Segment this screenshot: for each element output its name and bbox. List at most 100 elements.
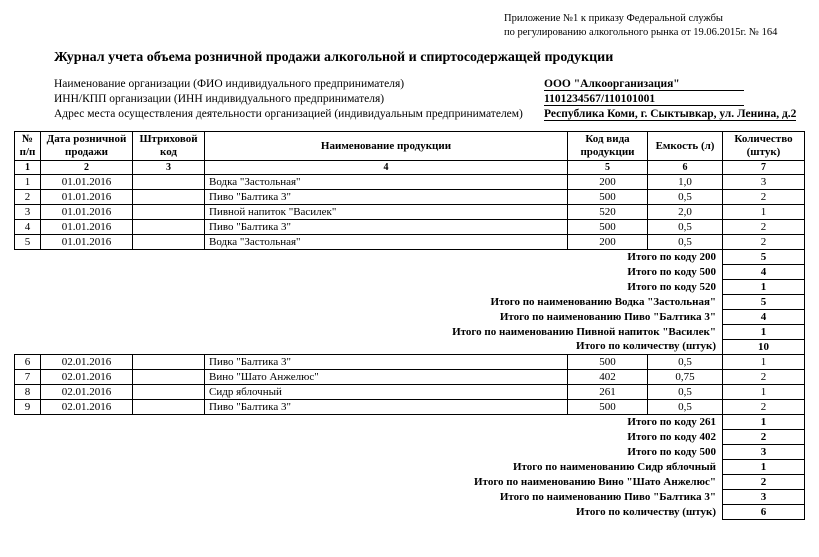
cell-name: Сидр яблочный	[205, 384, 568, 399]
cell-capacity: 0,5	[648, 384, 723, 399]
subtotal-row: Итого по коду 4022	[15, 429, 805, 444]
subtotal-row: Итого по коду 2611	[15, 414, 805, 429]
subtotal-value: 1	[723, 324, 805, 339]
cell-capacity: 0,5	[648, 219, 723, 234]
cell-barcode	[133, 189, 205, 204]
cell-barcode	[133, 174, 205, 189]
cell-qty: 2	[723, 189, 805, 204]
cell-idx: 9	[15, 399, 41, 414]
cell-name: Пиво "Балтика 3"	[205, 354, 568, 369]
subtotal-row: Итого по количеству (штук)6	[15, 504, 805, 519]
col-capacity: Емкость (л)	[648, 132, 723, 160]
subtotal-row: Итого по количеству (штук)10	[15, 339, 805, 354]
org-label: Наименование организации (ФИО индивидуал…	[54, 78, 544, 91]
subtotal-row: Итого по наименованию Вино "Шато Анжелюс…	[15, 474, 805, 489]
cell-code: 500	[568, 219, 648, 234]
subtotal-value: 3	[723, 489, 805, 504]
subtotal-value: 4	[723, 309, 805, 324]
cell-qty: 2	[723, 399, 805, 414]
col-date: Дата розничной продажи	[41, 132, 133, 160]
journal-table: № п/п Дата розничной продажи Штриховой к…	[14, 131, 805, 519]
subtotal-row: Итого по коду 5003	[15, 444, 805, 459]
subtotal-label: Итого по наименованию Вино "Шато Анжелюс…	[15, 474, 723, 489]
subtotal-label: Итого по наименованию Пиво "Балтика 3"	[15, 309, 723, 324]
table-row: 101.01.2016 Водка "Застольная"2001,03	[15, 174, 805, 189]
col-barcode: Штриховой код	[133, 132, 205, 160]
cell-name: Водка "Застольная"	[205, 174, 568, 189]
cell-code: 402	[568, 369, 648, 384]
table-header-row: № п/п Дата розничной продажи Штриховой к…	[15, 132, 805, 160]
cell-barcode	[133, 219, 205, 234]
cell-code: 500	[568, 354, 648, 369]
cell-barcode	[133, 399, 205, 414]
subtotal-value: 2	[723, 474, 805, 489]
org-value: ООО "Алкоорганизация"	[544, 78, 744, 91]
cell-idx: 2	[15, 189, 41, 204]
subtotal-row: Итого по коду 2005	[15, 249, 805, 264]
appendix-line2: по регулированию алкогольного рынка от 1…	[504, 26, 805, 40]
subtotal-row: Итого по наименованию Пиво "Балтика 3"4	[15, 309, 805, 324]
subtotal-label: Итого по коду 261	[15, 414, 723, 429]
inn-label: ИНН/КПП организации (ИНН индивидуального…	[54, 93, 544, 106]
inn-value: 1101234567/110101001	[544, 93, 744, 106]
cell-name: Пиво "Балтика 3"	[205, 399, 568, 414]
subtotal-value: 5	[723, 249, 805, 264]
cell-date: 01.01.2016	[41, 204, 133, 219]
subtotal-label: Итого по коду 500	[15, 264, 723, 279]
cell-capacity: 0,75	[648, 369, 723, 384]
cell-name: Водка "Застольная"	[205, 234, 568, 249]
cell-code: 520	[568, 204, 648, 219]
subtotal-label: Итого по наименованию Сидр яблочный	[15, 459, 723, 474]
page-title: Журнал учета объема розничной продажи ал…	[54, 50, 805, 66]
subtotal-row: Итого по наименованию Сидр яблочный1	[15, 459, 805, 474]
table-colnum-row: 1 2 3 4 5 6 7	[15, 160, 805, 174]
subtotal-value: 1	[723, 459, 805, 474]
cell-qty: 3	[723, 174, 805, 189]
col-idx: № п/п	[15, 132, 41, 160]
addr-value: Республика Коми, г. Сыктывкар, ул. Ленин…	[544, 108, 796, 121]
addr-label: Адрес места осуществления деятельности о…	[54, 108, 544, 121]
subtotal-value: 5	[723, 294, 805, 309]
cell-qty: 2	[723, 234, 805, 249]
cell-idx: 4	[15, 219, 41, 234]
subtotal-row: Итого по наименованию Пивной напиток "Ва…	[15, 324, 805, 339]
subtotal-label: Итого по наименованию Пивной напиток "Ва…	[15, 324, 723, 339]
cell-capacity: 0,5	[648, 354, 723, 369]
table-row: 702.01.2016Вино "Шато Анжелюс"4020,752	[15, 369, 805, 384]
cell-barcode	[133, 369, 205, 384]
cell-code: 200	[568, 174, 648, 189]
table-row: 301.01.2016Пивной напиток "Василек"5202,…	[15, 204, 805, 219]
cell-code: 500	[568, 189, 648, 204]
subtotal-label: Итого по коду 402	[15, 429, 723, 444]
table-row: 902.01.2016Пиво "Балтика 3"5000,52	[15, 399, 805, 414]
cell-qty: 1	[723, 354, 805, 369]
subtotal-label: Итого по коду 500	[15, 444, 723, 459]
subtotal-label: Итого по наименованию Пиво "Балтика 3"	[15, 489, 723, 504]
cell-capacity: 0,5	[648, 234, 723, 249]
table-row: 802.01.2016Сидр яблочный2610,51	[15, 384, 805, 399]
cell-name: Пивной напиток "Василек"	[205, 204, 568, 219]
table-row: 501.01.2016Водка "Застольная"2000,52	[15, 234, 805, 249]
cell-capacity: 2,0	[648, 204, 723, 219]
cell-date: 02.01.2016	[41, 384, 133, 399]
subtotal-value: 10	[723, 339, 805, 354]
cell-code: 500	[568, 399, 648, 414]
cell-barcode	[133, 354, 205, 369]
meta-block: Наименование организации (ФИО индивидуал…	[54, 78, 805, 121]
cell-code: 200	[568, 234, 648, 249]
subtotal-value: 6	[723, 504, 805, 519]
cell-idx: 1	[15, 174, 41, 189]
cell-capacity: 1,0	[648, 174, 723, 189]
col-name: Наименование продукции	[205, 132, 568, 160]
cell-barcode	[133, 204, 205, 219]
cell-capacity: 0,5	[648, 189, 723, 204]
cell-date: 02.01.2016	[41, 354, 133, 369]
cell-date: 02.01.2016	[41, 369, 133, 384]
cell-qty: 1	[723, 384, 805, 399]
subtotal-label: Итого по коду 200	[15, 249, 723, 264]
subtotal-row: Итого по коду 5201	[15, 279, 805, 294]
cell-name: Вино "Шато Анжелюс"	[205, 369, 568, 384]
subtotal-value: 2	[723, 429, 805, 444]
cell-date: 01.01.2016	[41, 174, 133, 189]
cell-code: 261	[568, 384, 648, 399]
